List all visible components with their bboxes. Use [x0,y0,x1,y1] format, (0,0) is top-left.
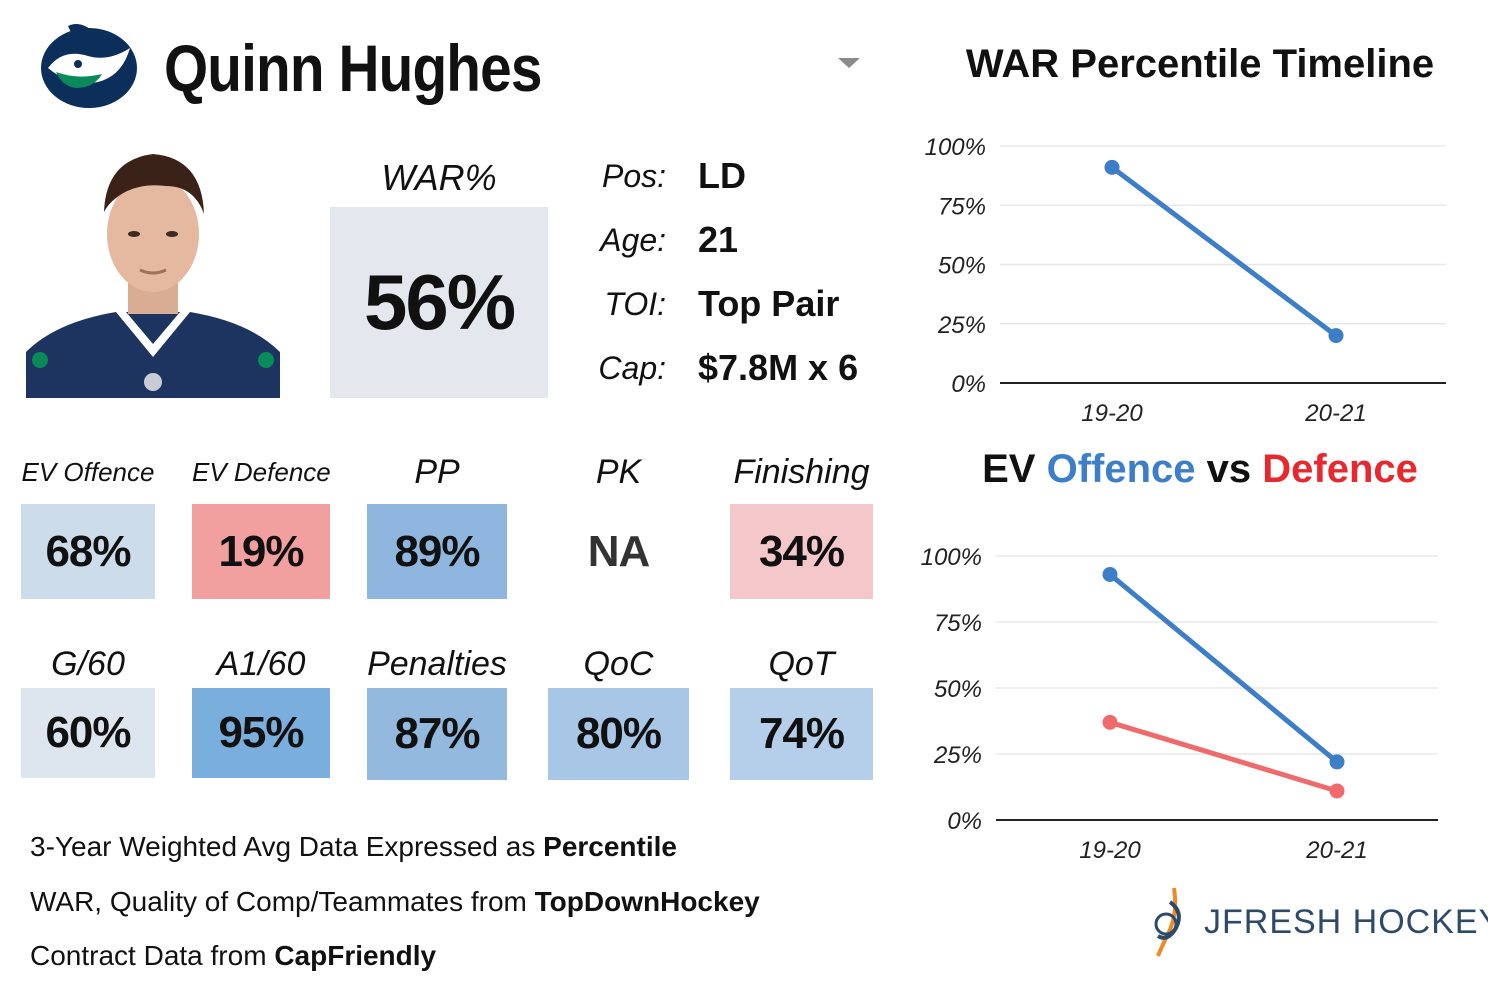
chart2-ytick-label: 25% [933,742,982,769]
chart2-title: EV Offence vs Defence [982,447,1418,491]
ev-defence-label: EV Defence [192,457,331,487]
pos-value: LD [698,155,746,196]
footer-line-3: Contract Data from CapFriendly [30,940,437,971]
toi-label: TOI: [604,286,666,322]
pk-tile: NA [548,504,689,599]
footer-line-1: 3-Year Weighted Avg Data Expressed as Pe… [30,831,677,862]
chart1-title: WAR Percentile Timeline [965,42,1435,86]
chart2-ytick-label: 75% [934,610,982,637]
player-photo [26,142,280,398]
orca-logo-icon [38,18,140,112]
qot-tile: 74% [730,688,873,780]
chart2-series-line [1107,571,1340,765]
ev-offence-tile: 68% [21,504,155,599]
age-value: 21 [698,219,739,260]
chart2-xtick-label: 20-21 [1305,837,1367,864]
war-label: WAR% [381,157,497,198]
finishing-tile: 34% [730,504,873,599]
age-label: Age: [600,222,666,258]
penalties-tile: 87% [367,688,507,780]
footer-line-2: WAR, Quality of Comp/Teammates from TopD… [30,886,760,917]
pk-label: PK [595,453,642,491]
player-name: Quinn Hughes [164,31,542,105]
g60-tile: 60% [21,688,155,778]
chart1-xtick-label: 20-21 [1304,400,1366,427]
chart1-data-point [1104,159,1120,175]
chart1-data-point [1328,328,1344,344]
qoc-label: QoC [583,645,654,683]
brand-name: JFRESH HOCKEY [1204,903,1488,941]
chart1-ytick-label: 100% [925,134,986,161]
ev-defence-tile: 19% [192,504,330,599]
war-tile: 56% [330,207,548,398]
qot-label: QoT [768,645,835,683]
chart1-ytick-label: 50% [938,253,986,280]
chart2-series-line [1107,719,1340,794]
chart2-data-point [1102,566,1118,582]
chart2-data-point [1102,714,1118,730]
pos-label: Pos: [601,158,666,194]
chart1-series-line [1109,164,1339,339]
chart2-data-point [1329,783,1345,799]
chart1-ytick-label: 0% [951,371,986,398]
war-percentile-chart: 0% 25% 50% 75% 100% 19-20 20-21 [925,134,1446,427]
chart1-xtick-label: 19-20 [1081,400,1143,427]
cap-label: Cap: [598,350,666,386]
pp-tile: 89% [367,504,507,599]
a160-label: A1/60 [216,645,306,683]
war-value: 56% [363,258,516,346]
chart2-ytick-label: 100% [921,544,982,571]
chart2-xtick-label: 19-20 [1079,837,1141,864]
g60-label: G/60 [51,645,125,683]
jfresh-logo-icon [1150,884,1192,960]
a160-tile: 95% [192,688,330,778]
chart2-ytick-label: 50% [934,676,982,703]
caret-down-icon[interactable] [838,58,860,68]
pp-label: PP [414,453,460,491]
cap-value: $7.8M x 6 [698,347,859,388]
finishing-label: Finishing [733,453,870,491]
ev-offence-defence-chart: 0% 25% 50% 75% 100% 19-20 20-21 [921,544,1438,864]
chart1-ytick-label: 25% [937,312,986,339]
toi-value: Top Pair [698,283,840,324]
chart1-ytick-label: 75% [938,193,986,220]
penalties-label: Penalties [367,645,507,683]
ev-offence-label: EV Offence [21,457,155,487]
qoc-tile: 80% [548,688,689,780]
chart2-data-point [1329,754,1345,770]
chart2-ytick-label: 0% [947,808,982,835]
